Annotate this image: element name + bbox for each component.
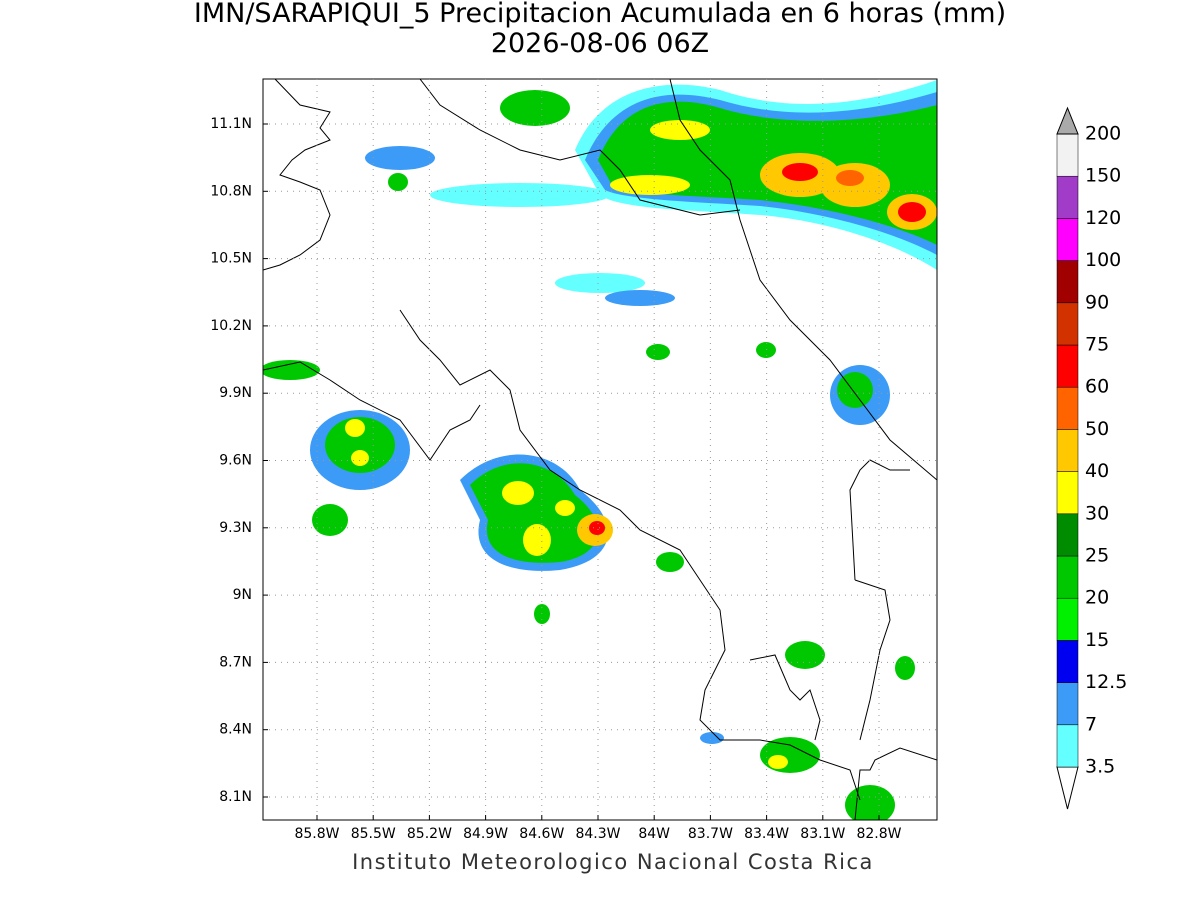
colorbar-segment: [1056, 682, 1079, 726]
colorbar-segment: [1056, 218, 1079, 261]
colorbar-label: 7: [1085, 713, 1097, 735]
x-tick-label: 84.9W: [463, 826, 508, 842]
colorbar-label: 200: [1085, 123, 1121, 145]
y-tick-label: 9.6N: [219, 453, 252, 469]
colorbar-label: 75: [1085, 334, 1109, 356]
y-tick-label: 10.5N: [210, 251, 252, 267]
colorbar-label: 25: [1085, 545, 1109, 567]
x-tick-label: 84.6W: [519, 826, 564, 842]
colorbar-label: 150: [1085, 165, 1121, 187]
x-tick-label: 84.3W: [575, 826, 620, 842]
colorbar-segment: [1056, 386, 1079, 430]
x-tick-label: 85.5W: [351, 826, 396, 842]
colorbar-label: 3.5: [1085, 756, 1115, 778]
colorbar-segment: [1056, 513, 1079, 557]
y-tick-label: 11.1N: [210, 116, 252, 132]
y-tick-label: 8.4N: [219, 722, 252, 738]
colorbar-segment: [1056, 302, 1079, 346]
colorbar-label: 15: [1085, 629, 1109, 651]
subtitle: 2026-08-06 06Z: [491, 28, 709, 59]
y-tick-label: 8.1N: [219, 789, 252, 805]
y-tick-label: 8.7N: [219, 654, 252, 670]
colorbar-label: 40: [1085, 460, 1109, 482]
colorbar-segment: [1056, 471, 1079, 515]
x-tick-label: 83.7W: [688, 826, 733, 842]
coastline: [263, 79, 937, 820]
colorbar-label: 50: [1085, 418, 1109, 440]
x-tick-label: 85.2W: [407, 826, 452, 842]
colorbar-segment: [1056, 640, 1079, 683]
x-tick-label: 83.1W: [800, 826, 845, 842]
colorbar-segment: [1056, 597, 1079, 641]
map-frame: [262, 78, 938, 821]
colorbar-label: 20: [1085, 587, 1109, 609]
colorbar-arrow-low: [1056, 766, 1079, 810]
colorbar-label: 120: [1085, 207, 1121, 229]
colorbar-segment: [1056, 555, 1079, 599]
x-tick-label: 83.4W: [744, 826, 789, 842]
colorbar-label: 60: [1085, 376, 1109, 398]
y-tick-label: 9.3N: [219, 520, 252, 536]
colorbar-label: 12.5: [1085, 671, 1127, 693]
colorbar-segment: [1056, 175, 1079, 219]
x-tick-label: 85.8W: [294, 826, 339, 842]
colorbar-segment: [1056, 133, 1079, 177]
title: IMN/SARAPIQUI_5 Precipitacion Acumulada …: [194, 0, 1006, 29]
colorbar-arrow-high: [1056, 106, 1079, 135]
colorbar-segment: [1056, 260, 1079, 304]
colorbar-label: 100: [1085, 249, 1121, 271]
colorbar-label: 90: [1085, 291, 1109, 313]
colorbar-label: 30: [1085, 502, 1109, 524]
colorbar-segment: [1056, 724, 1079, 768]
y-tick-label: 9N: [233, 587, 252, 603]
y-tick-label: 10.2N: [210, 318, 252, 334]
x-tick-label: 84W: [638, 826, 670, 842]
colorbar-segment: [1056, 429, 1079, 472]
y-tick-label: 10.8N: [210, 183, 252, 199]
x-tick-label: 82.8W: [856, 826, 901, 842]
precipitation-field: [263, 80, 937, 820]
colorbar-segment: [1056, 344, 1079, 388]
y-tick-label: 9.9N: [219, 385, 252, 401]
footer: Instituto Meteorologico Nacional Costa R…: [352, 850, 874, 874]
